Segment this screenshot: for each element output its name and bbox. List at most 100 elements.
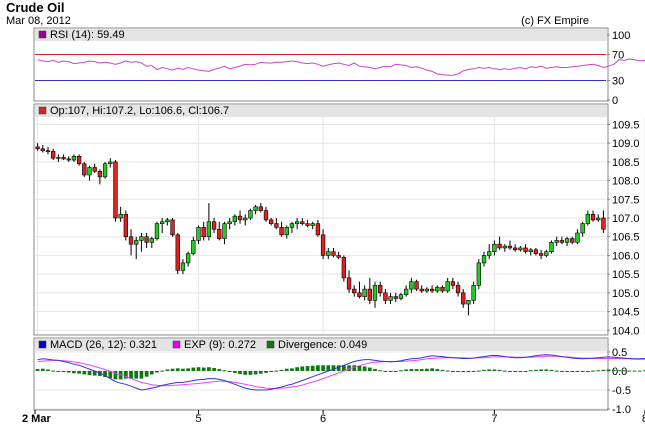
price-legend: Op:107, Hi:107.2, Lo:106.6, Cl:106.7: [50, 105, 229, 117]
candle: [346, 270, 352, 293]
candle: [393, 292, 398, 303]
candle: [424, 287, 430, 293]
candle: [201, 221, 206, 241]
candle: [243, 214, 248, 226]
candle-body: [601, 217, 606, 230]
candle: [180, 259, 186, 275]
candle: [139, 232, 144, 252]
candle: [507, 240, 513, 250]
candle: [497, 236, 502, 250]
divergence-bar: [310, 365, 315, 371]
candle: [300, 218, 305, 226]
candle-body: [429, 288, 435, 292]
divergence-bar: [575, 371, 580, 372]
candle: [320, 229, 326, 260]
price-tick-label: 104.5: [612, 307, 640, 319]
candle: [118, 206, 123, 222]
divergence-bar: [196, 367, 201, 371]
divergence-bar: [580, 371, 585, 372]
candle-body: [481, 255, 487, 264]
candle-body: [502, 245, 507, 249]
candle-body: [424, 288, 430, 292]
candle-body: [71, 155, 77, 161]
divergence-bar: [461, 371, 466, 372]
candle-body: [544, 251, 549, 256]
candle: [564, 236, 570, 247]
candle-body: [300, 221, 305, 224]
candle-body: [180, 262, 186, 271]
price-tick-label: 107.5: [612, 194, 640, 206]
candle: [383, 289, 388, 305]
candle: [154, 221, 160, 241]
macd-y-axis: -1.0 -0.5 0.0 0.5: [607, 347, 631, 416]
divergence-bar: [554, 370, 559, 372]
divergence-bar: [98, 371, 102, 376]
candle-body: [336, 255, 341, 258]
candle: [403, 285, 409, 297]
rsi-tick-label: 30: [612, 76, 624, 88]
candle-body: [554, 240, 559, 243]
candle: [258, 203, 263, 213]
candle-body: [549, 242, 554, 252]
divergence-bar: [274, 370, 279, 372]
divergence-bar: [565, 371, 569, 372]
candlesticks: [35, 143, 606, 316]
candle-body: [528, 249, 533, 252]
candle: [248, 208, 253, 220]
candle-body: [492, 243, 497, 252]
divergence-bar: [622, 370, 627, 372]
divergence-bar: [139, 371, 144, 379]
rsi-panel: RSI (14): 59.49 0 30 70 100: [33, 27, 645, 107]
divergence-bar: [222, 370, 227, 372]
divergence-bar: [476, 370, 481, 372]
divergence-bar: [103, 371, 107, 378]
divergence-bar: [544, 369, 549, 371]
rsi-legend: RSI (14): 59.49: [50, 29, 125, 41]
divergence-bar: [399, 370, 403, 372]
candle: [82, 161, 87, 177]
candle-body: [248, 210, 253, 219]
candle-body: [191, 240, 196, 254]
divergence-bar: [326, 365, 331, 371]
divergence-bar: [227, 371, 232, 372]
x-tick-label: 8: [642, 413, 645, 425]
x-tick-label: 7: [491, 413, 497, 425]
divergence-bar: [492, 369, 497, 371]
candle: [419, 285, 424, 293]
candle: [554, 236, 559, 247]
divergence-bar: [388, 371, 393, 372]
candle-body: [118, 213, 123, 219]
candle: [523, 244, 528, 254]
divergence-bar: [51, 370, 56, 372]
candle: [326, 247, 331, 260]
divergence-bar: [347, 365, 351, 371]
candle: [559, 236, 565, 245]
divergence-legend: Divergence: 0.049: [278, 339, 367, 351]
candle: [601, 210, 606, 233]
divergence-bar: [92, 371, 97, 376]
candle-body: [523, 247, 528, 252]
candle-body: [445, 281, 450, 292]
divergence-bar: [513, 371, 518, 372]
divergence-bar: [456, 371, 460, 372]
divergence-bar: [539, 369, 543, 371]
candle-body: [211, 221, 217, 230]
candle-body: [108, 161, 113, 165]
candle: [352, 285, 357, 297]
candle-body: [274, 223, 279, 228]
divergence-bar: [482, 369, 486, 371]
candle-body: [165, 219, 170, 223]
divergence-bar: [207, 367, 211, 371]
candle-body: [170, 219, 175, 236]
divergence-bar: [129, 371, 133, 379]
price-tick-label: 105.0: [612, 288, 640, 300]
candle-body: [378, 285, 383, 294]
divergence-bar: [637, 370, 642, 372]
candle: [398, 292, 404, 301]
candle: [544, 249, 549, 258]
rsi-tick-label: 100: [612, 30, 630, 42]
divergence-bar: [414, 369, 419, 371]
candle-body: [56, 157, 61, 159]
divergence-bar: [528, 370, 533, 372]
